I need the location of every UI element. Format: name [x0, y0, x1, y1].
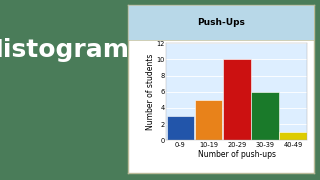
Bar: [251, 92, 279, 140]
Bar: [167, 116, 194, 140]
Text: Push-Ups: Push-Ups: [197, 18, 245, 27]
Bar: [279, 132, 307, 140]
Y-axis label: Number of students: Number of students: [146, 54, 155, 130]
X-axis label: Number of push-ups: Number of push-ups: [198, 150, 276, 159]
Text: Histograms: Histograms: [0, 38, 145, 62]
Bar: [195, 100, 222, 140]
Bar: [223, 59, 251, 140]
